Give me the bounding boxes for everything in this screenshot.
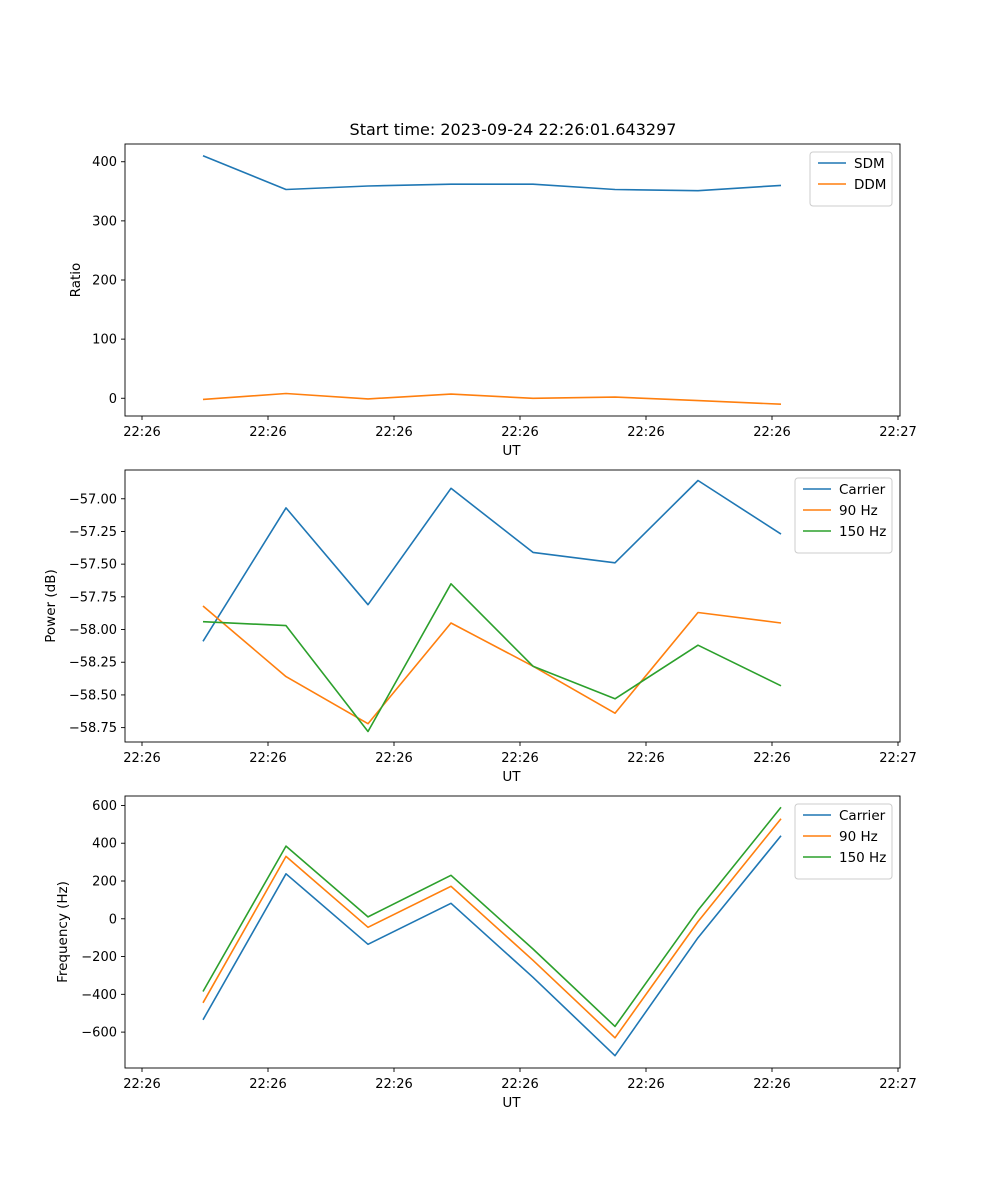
x-tick-label-0-0: 22:26 [123, 425, 160, 440]
y-tick-label-1-5: −57.50 [69, 558, 117, 573]
x-tick-label-0-4: 22:26 [627, 425, 664, 440]
y-axis-label-0: Ratio [68, 263, 84, 298]
x-tick-label-1-2: 22:26 [375, 751, 412, 766]
x-tick-label-0-1: 22:26 [249, 425, 286, 440]
y-tick-label-2-4: 200 [92, 875, 117, 890]
y-tick-label-2-1: −400 [81, 988, 117, 1003]
y-tick-label-1-1: −58.50 [69, 688, 117, 703]
x-axis-label-1: UT [502, 769, 521, 785]
x-tick-label-2-2: 22:26 [375, 1077, 412, 1092]
x-tick-label-1-4: 22:26 [627, 751, 664, 766]
legend-label-2-1: 90 Hz [839, 829, 878, 845]
chart-title: Start time: 2023-09-24 22:26:01.643297 [350, 120, 677, 139]
y-tick-label-0-3: 300 [92, 214, 117, 229]
x-tick-label-0-2: 22:26 [375, 425, 412, 440]
legend-box-2 [794, 803, 893, 880]
series-line-2-carrier [202, 835, 782, 1057]
y-tick-label-0-0: 0 [109, 392, 117, 407]
legend-label-2-2: 150 Hz [839, 850, 886, 866]
y-tick-label-1-3: −58.00 [69, 623, 117, 638]
y-tick-label-0-4: 400 [92, 155, 117, 170]
legend-label-0-1: DDM [854, 177, 886, 193]
y-tick-label-1-7: −57.00 [69, 492, 117, 507]
series-line-2-90-hz [202, 818, 782, 1039]
x-axis-label-2: UT [502, 1095, 521, 1111]
y-tick-label-2-5: 400 [92, 837, 117, 852]
y-tick-label-1-2: −58.25 [69, 656, 117, 671]
x-axis-label-0: UT [502, 443, 521, 459]
series-line-1-90-hz [202, 605, 782, 725]
x-tick-label-2-5: 22:26 [753, 1077, 790, 1092]
y-tick-label-2-0: −600 [81, 1026, 117, 1041]
y-tick-label-2-6: 600 [92, 799, 117, 814]
series-line-1-150-hz [202, 582, 782, 733]
legend-label-1-0: Carrier [839, 482, 886, 498]
x-tick-label-1-1: 22:26 [249, 751, 286, 766]
series-line-1-carrier [202, 479, 782, 642]
y-tick-label-2-2: −200 [81, 950, 117, 965]
series-line-0-sdm [202, 155, 782, 192]
series-line-0-ddm [202, 392, 782, 405]
y-tick-label-0-1: 100 [92, 333, 117, 348]
legend-box-0 [809, 151, 893, 207]
x-tick-label-2-3: 22:26 [501, 1077, 538, 1092]
x-tick-label-2-4: 22:26 [627, 1077, 664, 1092]
y-tick-label-1-0: −58.75 [69, 721, 117, 736]
x-tick-label-2-0: 22:26 [123, 1077, 160, 1092]
x-tick-label-0-3: 22:26 [501, 425, 538, 440]
axes-frame-1 [124, 469, 901, 743]
legend-label-2-0: Carrier [839, 808, 886, 824]
axes-frame-2 [124, 795, 901, 1069]
legend-label-0-0: SDM [854, 156, 885, 172]
x-tick-label-2-1: 22:26 [249, 1077, 286, 1092]
x-tick-label-1-0: 22:26 [123, 751, 160, 766]
legend-label-1-2: 150 Hz [839, 524, 886, 540]
x-tick-label-1-3: 22:26 [501, 751, 538, 766]
x-tick-label-2-6: 22:27 [879, 1077, 916, 1092]
legend-label-1-1: 90 Hz [839, 503, 878, 519]
y-tick-label-1-6: −57.25 [69, 525, 117, 540]
y-tick-label-2-3: 0 [109, 912, 117, 927]
legend-box-1 [794, 477, 893, 554]
x-tick-label-0-6: 22:27 [879, 425, 916, 440]
y-axis-label-1: Power (dB) [43, 569, 59, 642]
y-tick-label-1-4: −57.75 [69, 590, 117, 605]
y-axis-label-2: Frequency (Hz) [55, 881, 71, 983]
x-tick-label-0-5: 22:26 [753, 425, 790, 440]
y-tick-label-0-2: 200 [92, 274, 117, 289]
series-line-2-150-hz [202, 806, 782, 1028]
x-tick-label-1-6: 22:27 [879, 751, 916, 766]
x-tick-label-1-5: 22:26 [753, 751, 790, 766]
